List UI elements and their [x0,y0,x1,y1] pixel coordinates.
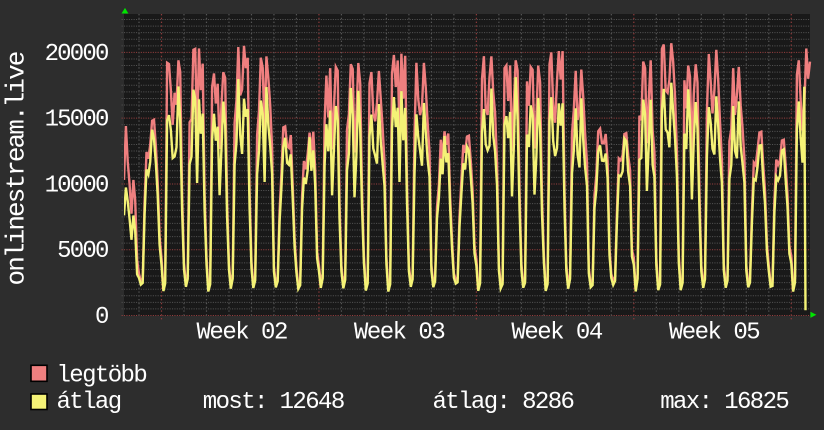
svg-text:legtöbb: legtöbb [57,363,147,390]
svg-text:Week 02: Week 02 [197,320,287,347]
svg-text:Week 04: Week 04 [511,320,602,347]
svg-text:átlag: 8286: átlag: 8286 [433,389,574,416]
svg-text:Week 03: Week 03 [354,320,444,347]
svg-text:Week 05: Week 05 [669,320,759,347]
svg-text:onlinestream.live: onlinestream.live [2,52,32,285]
svg-text:0: 0 [95,304,108,331]
svg-text:átlag: átlag [57,389,121,416]
svg-text:20000: 20000 [45,41,108,68]
svg-text:10000: 10000 [45,172,108,199]
svg-text:5000: 5000 [57,238,108,265]
svg-text:max: 16825: max: 16825 [660,389,788,416]
svg-text:15000: 15000 [45,107,108,134]
svg-text:most: 12648: most: 12648 [203,389,344,416]
